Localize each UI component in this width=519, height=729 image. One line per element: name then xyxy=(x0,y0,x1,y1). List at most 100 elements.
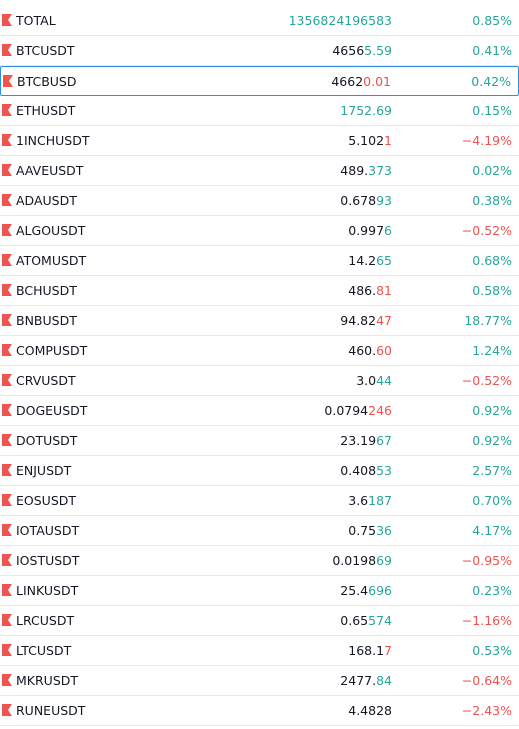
flag-icon[interactable] xyxy=(2,284,12,296)
change-percent: −0.52% xyxy=(461,373,512,388)
watchlist-row[interactable]: RUNEUSDT 4.4828 −2.43% xyxy=(0,696,519,726)
price-unchanged-digits: 486. xyxy=(348,283,377,298)
flag-icon[interactable] xyxy=(2,134,12,146)
flag-icon[interactable] xyxy=(2,614,12,626)
price-unchanged-digits: 5.102 xyxy=(348,133,385,148)
watchlist-row[interactable]: TOTAL 1356824196583 0.85% xyxy=(0,0,519,36)
price-changed-digits: 187 xyxy=(368,493,392,508)
watchlist-row[interactable]: BCHUSDT 486.81 0.58% xyxy=(0,276,519,306)
change-percent: 0.23% xyxy=(472,583,512,598)
change-percent: 0.68% xyxy=(472,253,512,268)
price-changed-digits: 1356824196583 xyxy=(288,13,392,28)
watchlist-row[interactable]: ENJUSDT 0.40853 2.57% xyxy=(0,456,519,486)
flag-icon[interactable] xyxy=(2,254,12,266)
watchlist-row[interactable]: IOTAUSDT 0.7536 4.17% xyxy=(0,516,519,546)
change-percent: −2.43% xyxy=(461,703,512,718)
flag-icon[interactable] xyxy=(2,44,12,56)
symbol-label: COMPUSDT xyxy=(16,343,88,358)
watchlist-row[interactable]: LTCUSDT 168.17 0.53% xyxy=(0,636,519,666)
change-percent: 0.02% xyxy=(472,163,512,178)
watchlist-row[interactable]: LINKUSDT 25.4696 0.23% xyxy=(0,576,519,606)
watchlist-row[interactable]: ADAUSDT 0.67893 0.38% xyxy=(0,186,519,216)
price-unchanged-digits: 0.678 xyxy=(340,193,377,208)
watchlist-row[interactable]: CRVUSDT 3.044 −0.52% xyxy=(0,366,519,396)
flag-icon[interactable] xyxy=(2,674,12,686)
price-changed-digits: 47 xyxy=(376,313,392,328)
change-percent: 0.70% xyxy=(472,493,512,508)
change-percent: 0.15% xyxy=(472,103,512,118)
flag-icon[interactable] xyxy=(2,314,12,326)
flag-icon[interactable] xyxy=(2,14,12,26)
symbol-label: ETHUSDT xyxy=(16,103,76,118)
watchlist-row[interactable]: AAVEUSDT 489.373 0.02% xyxy=(0,156,519,186)
flag-icon[interactable] xyxy=(2,704,12,716)
flag-icon[interactable] xyxy=(2,224,12,236)
last-price: 168.17 xyxy=(348,643,392,658)
price-changed-digits: 44 xyxy=(376,373,392,388)
symbol-label: TOTAL xyxy=(16,13,56,28)
change-percent: −1.16% xyxy=(461,613,512,628)
price-unchanged-digits: 0.65 xyxy=(340,613,369,628)
watchlist-row[interactable]: DOTUSDT 23.1967 0.92% xyxy=(0,426,519,456)
watchlist-row[interactable]: BNBUSDT 94.8247 18.77% xyxy=(0,306,519,336)
last-price: 46620.01 xyxy=(331,74,391,89)
flag-icon[interactable] xyxy=(2,644,12,656)
change-percent: 0.58% xyxy=(472,283,512,298)
price-changed-digits: 84 xyxy=(376,673,392,688)
watchlist-row[interactable]: MKRUSDT 2477.84 −0.64% xyxy=(0,666,519,696)
last-price: 1752.69 xyxy=(340,103,392,118)
watchlist-row[interactable]: 1INCHUSDT 5.1021 −4.19% xyxy=(0,126,519,156)
flag-icon[interactable] xyxy=(3,75,13,87)
flag-icon[interactable] xyxy=(2,194,12,206)
flag-icon[interactable] xyxy=(2,524,12,536)
symbol-label: EOSUSDT xyxy=(16,493,77,508)
flag-icon[interactable] xyxy=(2,104,12,116)
symbol-label: MKRUSDT xyxy=(16,673,79,688)
price-unchanged-digits: 0.997 xyxy=(348,223,385,238)
watchlist-row[interactable]: ALGOUSDT 0.9976 −0.52% xyxy=(0,216,519,246)
last-price: 0.40853 xyxy=(340,463,392,478)
price-unchanged-digits: 94.82 xyxy=(340,313,377,328)
watchlist-row[interactable]: DOGEUSDT 0.0794246 0.92% xyxy=(0,396,519,426)
watchlist-row[interactable]: COMPUSDT 460.60 1.24% xyxy=(0,336,519,366)
price-changed-digits: 574 xyxy=(368,613,392,628)
change-percent: 0.92% xyxy=(472,433,512,448)
flag-icon[interactable] xyxy=(2,404,12,416)
last-price: 0.0794246 xyxy=(324,403,392,418)
price-changed-digits: 696 xyxy=(368,583,392,598)
last-price: 0.019869 xyxy=(332,553,392,568)
flag-icon[interactable] xyxy=(2,554,12,566)
flag-icon[interactable] xyxy=(2,494,12,506)
watchlist-row[interactable]: LRCUSDT 0.65574 −1.16% xyxy=(0,606,519,636)
price-changed-digits: 1 xyxy=(384,133,392,148)
last-price: 94.8247 xyxy=(340,313,392,328)
flag-icon[interactable] xyxy=(2,584,12,596)
symbol-label: ALGOUSDT xyxy=(16,223,86,238)
change-percent: 0.38% xyxy=(472,193,512,208)
last-price: 486.81 xyxy=(348,283,392,298)
flag-icon[interactable] xyxy=(2,464,12,476)
watchlist-row[interactable]: ATOMUSDT 14.265 0.68% xyxy=(0,246,519,276)
watchlist-row[interactable]: EOSUSDT 3.6187 0.70% xyxy=(0,486,519,516)
flag-icon[interactable] xyxy=(2,434,12,446)
price-unchanged-digits: 0.0198 xyxy=(332,553,377,568)
symbol-label: BTCUSDT xyxy=(16,43,75,58)
watchlist-row[interactable]: IOSTUSDT 0.019869 −0.95% xyxy=(0,546,519,576)
symbol-label: BNBUSDT xyxy=(16,313,77,328)
watchlist-row[interactable]: BTCBUSD 46620.01 0.42% xyxy=(0,66,519,96)
watchlist-row[interactable]: ETHUSDT 1752.69 0.15% xyxy=(0,96,519,126)
price-changed-digits: 0.01 xyxy=(363,74,391,89)
change-percent: 0.42% xyxy=(471,74,511,89)
flag-icon[interactable] xyxy=(2,344,12,356)
change-percent: −0.52% xyxy=(461,223,512,238)
price-unchanged-digits: 4.4828 xyxy=(348,703,392,718)
last-price: 0.67893 xyxy=(340,193,392,208)
flag-icon[interactable] xyxy=(2,164,12,176)
price-changed-digits: 60 xyxy=(376,343,392,358)
symbol-label: RUNEUSDT xyxy=(16,703,86,718)
flag-icon[interactable] xyxy=(2,374,12,386)
watchlist-row[interactable]: BTCUSDT 46565.59 0.41% xyxy=(0,36,519,66)
symbol-label: DOTUSDT xyxy=(16,433,78,448)
change-percent: −4.19% xyxy=(461,133,512,148)
last-price: 46565.59 xyxy=(332,43,392,58)
